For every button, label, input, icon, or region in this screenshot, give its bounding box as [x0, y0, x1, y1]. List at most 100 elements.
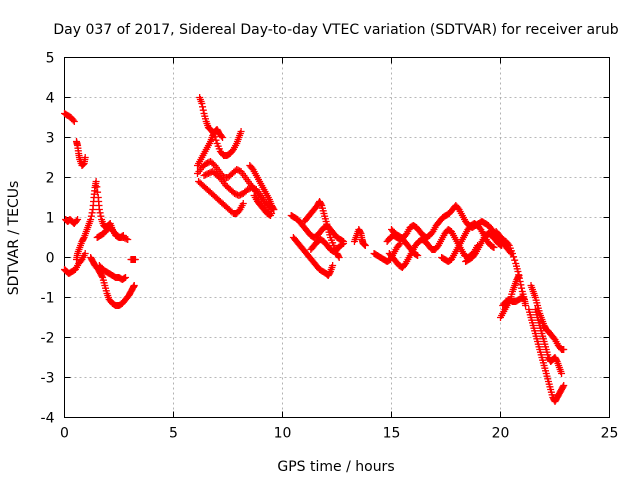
x-axis-label: GPS time / hours: [277, 459, 394, 475]
data-point: [93, 183, 101, 191]
series-sat-track-32: [525, 306, 568, 405]
x-tick-label: 5: [169, 426, 178, 442]
data-point: [498, 242, 506, 249]
series-sat-track-04: [72, 138, 89, 169]
y-tick-label: 1: [46, 211, 55, 227]
x-tick-label: 10: [274, 426, 292, 442]
data-point: [70, 118, 78, 125]
series-sat-track-33: [531, 306, 566, 377]
y-tick-label: -3: [41, 371, 55, 387]
data-point: [340, 240, 348, 247]
data-point: [79, 235, 87, 243]
series-sat-track-03: [61, 250, 89, 277]
series-sat-track-06: [87, 254, 138, 309]
data-point: [130, 282, 138, 289]
axes: 0 5 10 15 20 25 -4 -3 -2 -1 0 1 2 3 4 5: [41, 51, 619, 442]
x-tick-label: 0: [60, 426, 69, 442]
data-point: [520, 296, 528, 303]
y-tick-label: 3: [46, 131, 55, 147]
data-point: [199, 103, 207, 111]
data-point: [504, 240, 512, 248]
data-point: [219, 134, 227, 141]
data-point: [74, 216, 82, 223]
grid: [64, 57, 610, 418]
series-sat-track-11: [193, 126, 227, 169]
x-tick-label: 25: [601, 426, 619, 442]
series-sat-track-07: [95, 262, 130, 283]
series-sat-track-30: [497, 272, 523, 321]
data-point: [413, 251, 421, 259]
series-sat-track-01: [61, 110, 78, 125]
series-sat-track-25: [370, 240, 404, 265]
data-point: [98, 272, 106, 280]
data-point: [119, 232, 127, 239]
data-point: [395, 241, 403, 249]
data-point: [552, 356, 560, 364]
y-tick-label: 2: [46, 171, 55, 187]
y-tick-label: 4: [46, 91, 55, 107]
series-sat-track-20: [307, 236, 348, 255]
data-point: [517, 281, 525, 289]
data-point: [334, 252, 342, 260]
data-point: [511, 256, 519, 264]
data-point: [267, 212, 275, 219]
data-point: [326, 269, 334, 277]
data-point: [518, 284, 526, 292]
data-point: [92, 178, 100, 185]
series-sat-track-15: [246, 162, 278, 213]
data-point: [560, 382, 568, 389]
data-point: [356, 228, 364, 236]
data-point: [88, 209, 96, 217]
data-point: [81, 250, 89, 257]
data-point: [217, 132, 225, 140]
plot-border: [64, 57, 610, 418]
data-point: [360, 240, 368, 248]
data-point: [560, 346, 568, 353]
data-point: [519, 294, 527, 302]
data-point: [199, 106, 207, 114]
y-tick-label: -4: [41, 411, 55, 427]
data-point: [396, 240, 404, 247]
data-point: [514, 273, 522, 281]
series-sat-track-26: [438, 220, 498, 265]
series-sat-track-21: [350, 226, 369, 249]
data-point: [96, 209, 104, 217]
data-point: [269, 204, 277, 212]
data-point: [69, 116, 77, 124]
data-point: [81, 154, 89, 161]
data-point: [317, 200, 325, 208]
data-point: [335, 254, 343, 261]
data-point: [265, 211, 273, 219]
data-point: [361, 241, 369, 249]
data-point: [489, 243, 497, 251]
data-points: [61, 94, 568, 405]
data-point: [338, 240, 346, 248]
data-point: [522, 302, 530, 309]
y-axis-label: SDTVAR / TECUs: [6, 181, 22, 296]
data-point: [510, 253, 518, 261]
series-sat-track-02: [62, 216, 82, 227]
data-point: [118, 232, 126, 240]
x-tick-label: 20: [492, 426, 510, 442]
series-sat-track-24: [388, 226, 422, 259]
x-tick-label: 15: [383, 426, 401, 442]
data-point: [198, 100, 206, 107]
data-point: [237, 128, 245, 135]
data-point: [72, 217, 80, 225]
data-point: [120, 274, 128, 282]
data-point: [329, 262, 337, 269]
data-point: [87, 216, 95, 223]
data-point: [414, 252, 422, 259]
data-point: [515, 272, 523, 279]
data-point: [87, 212, 95, 220]
chart-title: Day 037 of 2017, Sidereal Day-to-day VTE…: [53, 22, 618, 38]
y-tick-label: -2: [41, 331, 55, 347]
series-sat-track-09: [127, 256, 139, 263]
data-point: [520, 295, 528, 303]
series-sat-track-18: [289, 234, 337, 279]
y-tick-label: -1: [41, 291, 55, 307]
data-point: [97, 212, 105, 220]
data-point: [131, 256, 139, 263]
series-sat-track-27: [462, 230, 506, 265]
